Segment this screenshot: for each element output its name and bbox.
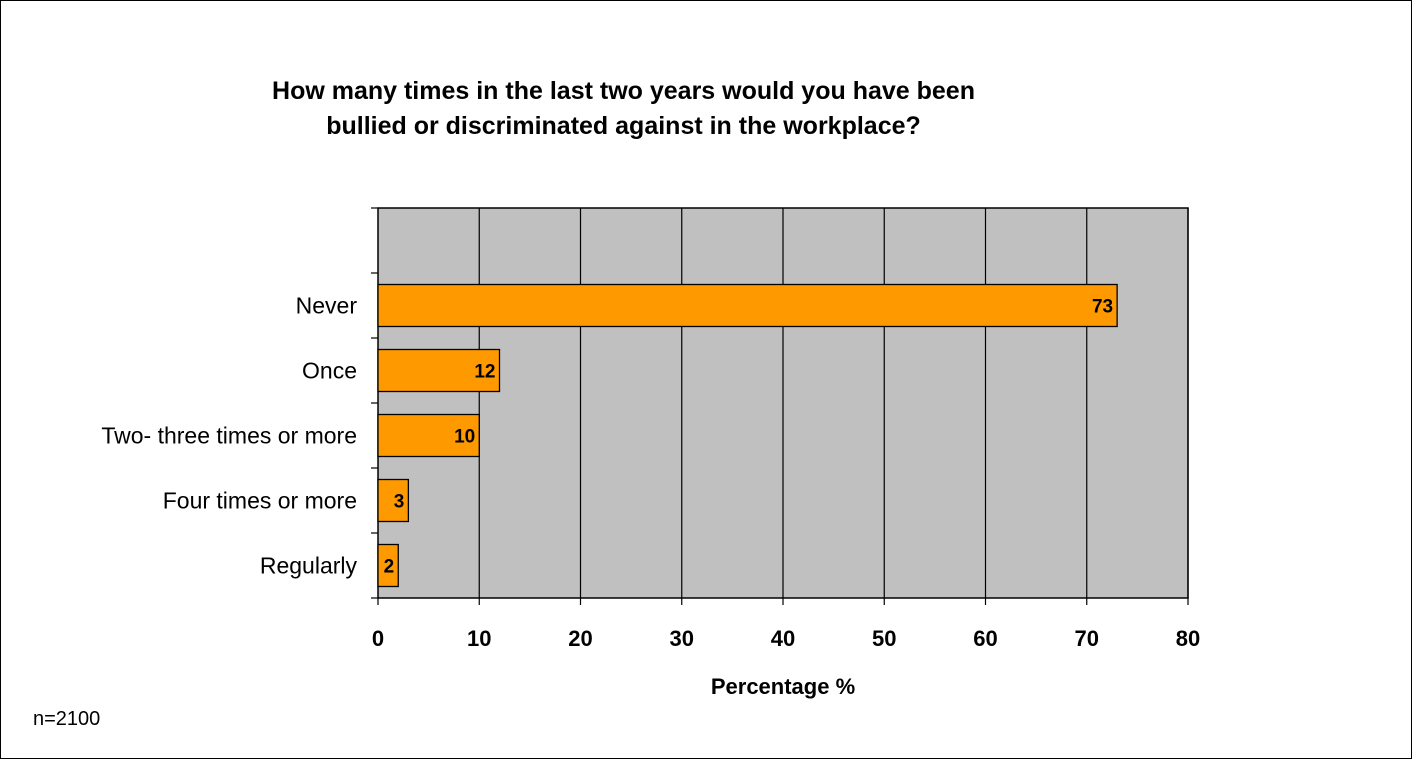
category-label: Four times or more [163, 488, 357, 514]
data-label: 73 [1092, 297, 1113, 318]
bar [377, 543, 399, 588]
chart-title-line-2: bullied or discriminated against in the … [326, 112, 921, 140]
x-tick-label: 50 [872, 626, 896, 651]
category-label: Two- three times or more [101, 423, 357, 449]
chart-title: How many times in the last two years wou… [100, 74, 1147, 144]
x-tick-label: 0 [372, 626, 384, 651]
chart-title-line-1: How many times in the last two years wou… [272, 77, 975, 105]
bar [377, 413, 480, 458]
x-tick-label: 10 [467, 626, 491, 651]
category-label: Regularly [260, 553, 358, 579]
data-label: 12 [474, 362, 495, 383]
data-label: 2 [384, 557, 395, 578]
data-label: 10 [454, 427, 475, 448]
category-label: Once [302, 358, 357, 384]
x-tick-label: 30 [670, 626, 694, 651]
x-tick-label: 60 [973, 626, 997, 651]
data-label: 3 [394, 492, 405, 513]
sample-size-note: n=2100 [33, 708, 101, 730]
x-tick-label: 80 [1176, 626, 1200, 651]
bar [377, 348, 501, 393]
x-axis-title: Percentage % [711, 674, 855, 699]
x-tick-label: 20 [568, 626, 592, 651]
bar [377, 283, 1118, 328]
x-tick-label: 70 [1075, 626, 1099, 651]
x-tick-label: 40 [771, 626, 795, 651]
category-label: Never [296, 293, 358, 319]
bar [377, 478, 410, 523]
